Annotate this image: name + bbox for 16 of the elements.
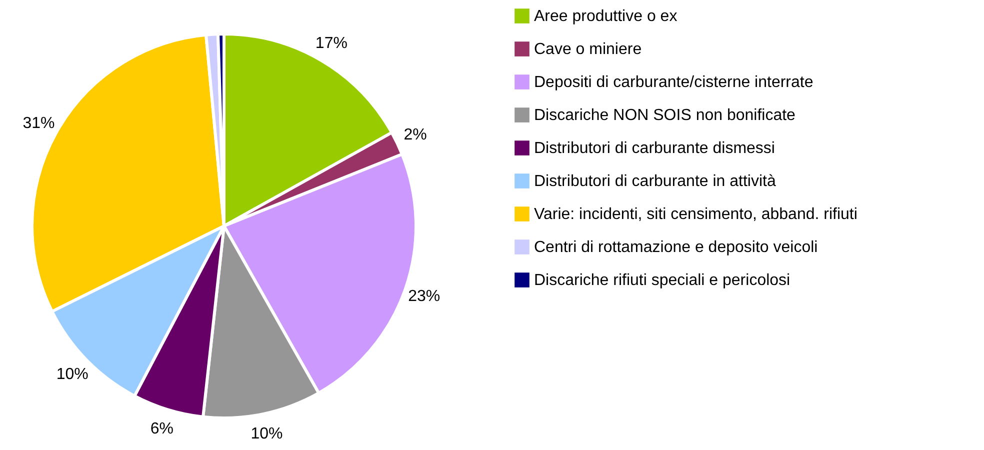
legend-label: Cave o miniere [534,41,642,58]
data-label: 2% [404,126,427,144]
data-label: 17% [315,35,348,52]
legend-label: Discariche NON SOIS non bonificate [534,107,796,124]
data-label: 6% [150,420,174,438]
legend-label: Distributori di carburante in attività [534,173,776,190]
legend-label: Centri di rottamazione e deposito veicoli [534,239,818,256]
legend-label: Distributori di carburante dismessi [534,140,775,157]
legend-label: Discariche rifiuti speciali e pericolosi [534,272,790,289]
legend-label: Depositi di carburante/cisterne interrate [534,74,814,91]
data-label: 10% [250,426,283,443]
data-label: 10% [56,366,88,384]
data-label: 23% [408,288,440,305]
data-label: 31% [22,114,55,132]
legend-label: Varie: incidenti, siti censimento, abband. rifiuti [534,206,858,223]
legend-label: Aree produttive o ex [534,8,678,25]
